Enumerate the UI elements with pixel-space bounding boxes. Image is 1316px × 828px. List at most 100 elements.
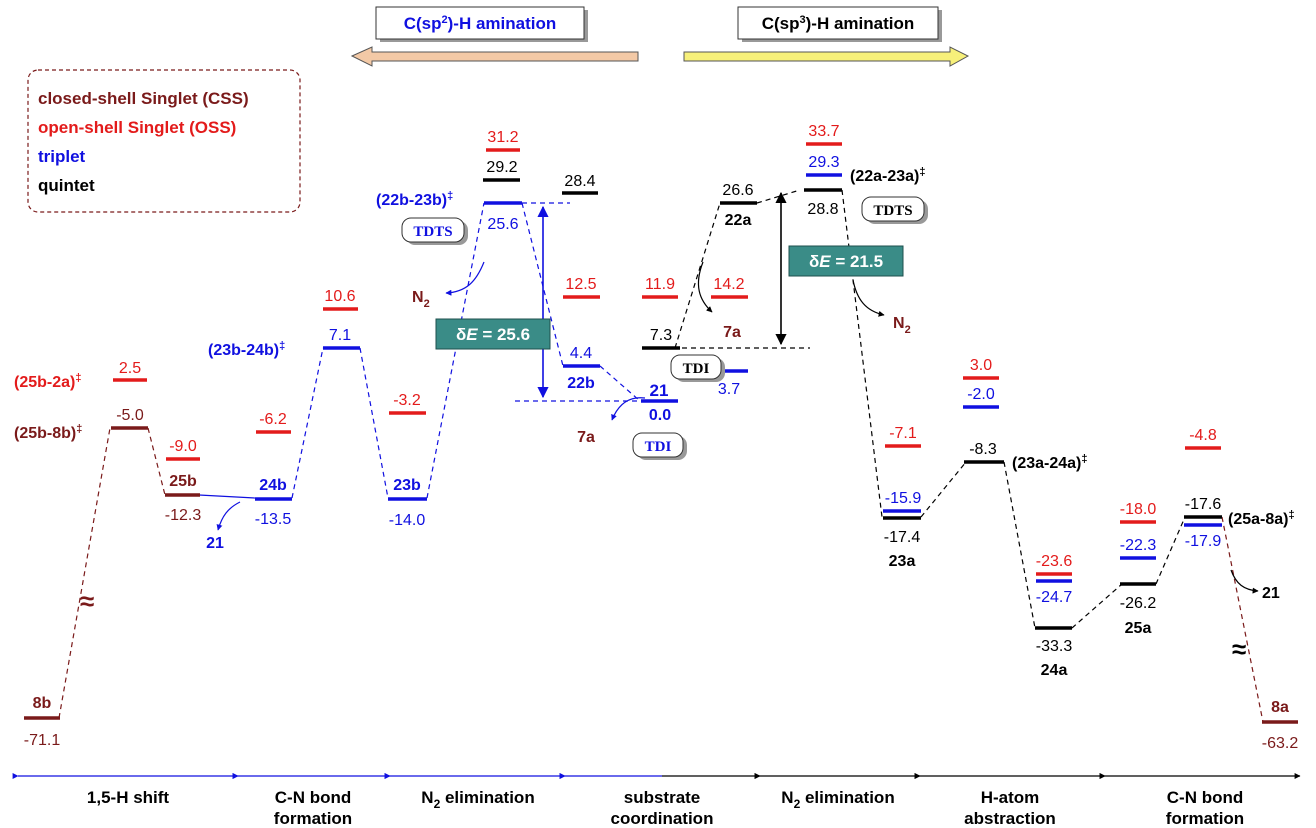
label-ts-23b24b: (23b-24b)‡ (208, 340, 285, 359)
step-4a: substrate (624, 788, 701, 807)
step-7a: C-N bond (1167, 788, 1243, 807)
energy-ts258a-q: -17.6 (1185, 496, 1222, 513)
legend-css: closed-shell Singlet (CSS) (38, 89, 249, 108)
energy-ts2324b-t: 7.1 (329, 327, 351, 344)
svg-text:δE = 25.6: δE = 25.6 (456, 325, 530, 344)
label-8a: 8a (1271, 699, 1289, 716)
label-7a-right: 7a (723, 324, 741, 341)
energy-28.4-q: 28.4 (564, 173, 595, 190)
step-6a: H-atom (981, 788, 1040, 807)
energy-22a-q: 26.6 (722, 182, 753, 199)
energy-ts258a-t: -17.9 (1185, 533, 1222, 550)
energy-3.7-t: 3.7 (718, 381, 740, 398)
energy-ts2223a-q: 28.8 (807, 201, 838, 218)
step-1: 1,5-H shift (87, 788, 170, 807)
step-3: N2 elimination (421, 788, 534, 811)
levels (24, 142, 1298, 724)
label-21-released: 21 (206, 535, 224, 552)
tdts-badge-left: TDTS (401, 217, 468, 245)
tdi-badge-left: TDI (632, 432, 687, 460)
label-ts-22a23a: (22a-23a)‡ (850, 166, 926, 185)
step-labels: 1,5-H shift C-N bond formation N2 elimin… (87, 788, 1244, 828)
energy-25b-css: -12.3 (165, 507, 202, 524)
energy-25a-oss: -18.0 (1120, 501, 1157, 518)
axis-break-left: ≈ (80, 586, 94, 616)
delta-e-badge-right: δE = 21.5 (788, 245, 904, 277)
energy-21: 0.0 (649, 407, 671, 424)
label-24b: 24b (259, 477, 287, 494)
label-23b: 23b (393, 477, 421, 494)
energy-24b-oss: -6.2 (259, 411, 287, 428)
energy-14.2-oss: 14.2 (713, 276, 744, 293)
label-7a-left: 7a (577, 429, 595, 446)
energy-ts2223b-t: 25.6 (487, 216, 518, 233)
label-8b: 8b (33, 695, 52, 712)
step-7b: formation (1166, 809, 1244, 828)
energy-23b-t: -14.0 (389, 512, 426, 529)
energy-8b: -71.1 (24, 732, 61, 749)
legend-triplet: triplet (38, 147, 86, 166)
energy-22b-oss: 12.5 (565, 276, 596, 293)
energy-24a-t: -24.7 (1036, 589, 1073, 606)
release-arrows (216, 261, 1259, 594)
svg-text:TDTS: TDTS (873, 203, 912, 219)
label-ts-25b2a: (25b-2a)‡ (14, 372, 81, 391)
axis-break-right: ≈ (1232, 634, 1246, 664)
svg-text:TDTS: TDTS (413, 224, 452, 240)
step-4b: coordination (611, 809, 714, 828)
delta-e-badge-left: δE = 25.6 (435, 318, 551, 350)
energy-25a-q: -26.2 (1120, 595, 1157, 612)
label-ts-25b8b: (25b-8b)‡ (14, 423, 82, 442)
label-ts-25a8a: (25a-8a)‡ (1228, 509, 1295, 528)
energy-ts2324b-oss: 10.6 (324, 288, 355, 305)
tdts-badge-right: TDTS (861, 196, 928, 224)
energy-ts2324a-q: -8.3 (969, 441, 997, 458)
energy-24b-t: -13.5 (255, 511, 292, 528)
step-6b: abstraction (964, 809, 1056, 828)
energy-23a-t: -15.9 (885, 490, 922, 507)
legend-quintet: quintet (38, 176, 95, 195)
label-25b: 25b (169, 473, 197, 490)
energy-ts2a-oss: 2.5 (119, 360, 141, 377)
tdi-badge-right: TDI (670, 354, 725, 382)
label-24a: 24a (1041, 662, 1068, 679)
label-ts-22b23b: (22b-23b)‡ (376, 190, 453, 209)
energy-7.3-q: 7.3 (650, 327, 672, 344)
label-21-released-right: 21 (1262, 585, 1280, 602)
energy-22b-t: 4.4 (570, 345, 592, 362)
energy-25a-t: -22.3 (1120, 537, 1157, 554)
label-22b: 22b (567, 375, 595, 392)
label-22a: 22a (725, 212, 752, 229)
energy-23b-oss: -3.2 (393, 392, 421, 409)
svg-text:TDI: TDI (683, 361, 710, 377)
energy-ts258a-oss: -4.8 (1189, 427, 1217, 444)
energy-ts8b-css: -5.0 (116, 407, 144, 424)
label-n2-right: N2 (893, 315, 911, 336)
header-sp3-label: C(sp3)-H amination (762, 14, 915, 33)
energy-11.9-oss: 11.9 (645, 276, 675, 293)
label-ts-23a24a: (23a-24a)‡ (1012, 453, 1088, 472)
energy-23a-oss: -7.1 (889, 425, 917, 442)
svg-text:δE = 21.5: δE = 21.5 (809, 252, 883, 271)
step-2a: C-N bond (275, 788, 351, 807)
energy-ts2223a-t: 29.3 (808, 154, 839, 171)
energy-25b-oss: -9.0 (169, 438, 197, 455)
label-23a: 23a (889, 553, 916, 570)
header-sp3-arrow: C(sp3)-H amination (683, 6, 970, 67)
label-25a: 25a (1125, 620, 1152, 637)
header-sp2-arrow: C(sp2)-H amination (350, 6, 639, 67)
svg-text:TDI: TDI (645, 439, 672, 455)
step-2b: formation (274, 809, 352, 828)
label-n2-left: N2 (412, 289, 430, 310)
step-5: N2 elimination (781, 788, 894, 811)
energy-8a: -63.2 (1262, 735, 1299, 752)
energy-values: -71.1 2.5 -5.0 -9.0 -12.3 -6.2 -13.5 10.… (24, 123, 1299, 752)
energy-ts2223b-q: 29.2 (486, 159, 517, 176)
energy-ts2324a-t: -2.0 (967, 386, 995, 403)
energy-ts2324a-oss: 3.0 (970, 357, 992, 374)
energy-23a-q: -17.4 (884, 529, 921, 546)
legend: closed-shell Singlet (CSS) open-shell Si… (27, 69, 301, 213)
energy-ts2223b-oss: 31.2 (487, 129, 518, 146)
energy-ts2223a-oss: 33.7 (808, 123, 839, 140)
